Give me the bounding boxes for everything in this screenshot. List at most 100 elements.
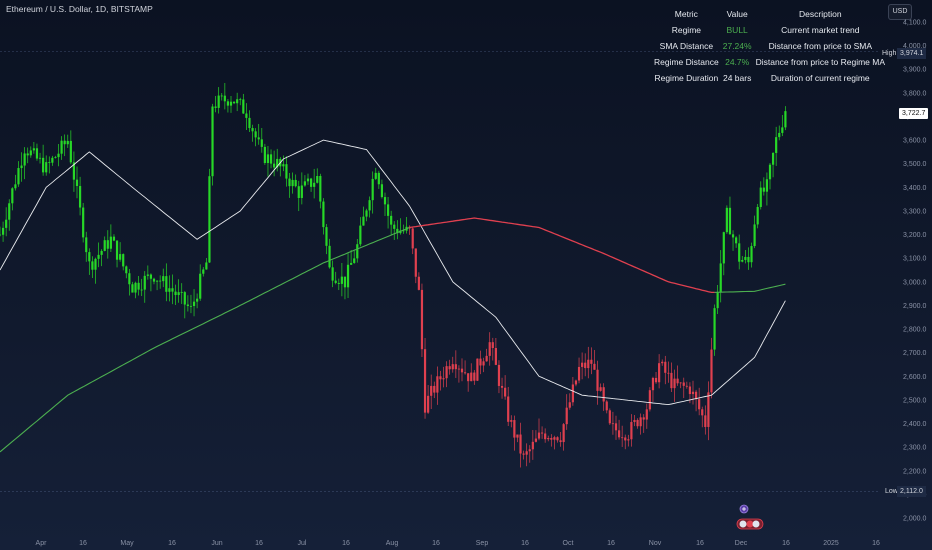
candle xyxy=(682,377,685,399)
candle xyxy=(608,408,611,425)
x-tick-label: Sep xyxy=(476,540,489,547)
candle xyxy=(550,434,553,447)
candle xyxy=(316,168,319,184)
candle xyxy=(202,267,205,277)
regime-ma-line-bear xyxy=(409,217,715,294)
candle xyxy=(38,152,42,164)
candle xyxy=(648,387,651,412)
candle xyxy=(565,394,568,430)
candle xyxy=(694,389,698,412)
candle xyxy=(658,354,661,389)
candle xyxy=(627,434,630,447)
candle xyxy=(242,93,245,114)
candle xyxy=(775,126,778,166)
candle xyxy=(100,249,103,267)
candle xyxy=(386,197,390,229)
candle xyxy=(636,418,639,429)
candle xyxy=(436,366,439,405)
candle xyxy=(423,338,427,419)
candle xyxy=(534,430,538,443)
y-tick-label: 3,200.0 xyxy=(903,232,926,239)
candle xyxy=(282,155,285,172)
table-row: SMA Distance 27.24% Distance from price … xyxy=(652,38,887,54)
candle xyxy=(337,278,340,291)
currency-button[interactable]: USD xyxy=(888,4,912,20)
description-cell: Distance from price to Regime MA xyxy=(755,57,886,67)
x-tick-label: 16 xyxy=(782,540,790,547)
candle xyxy=(199,264,202,301)
candle xyxy=(353,249,356,264)
header-value: Value xyxy=(726,9,748,19)
candle xyxy=(390,210,393,236)
candle xyxy=(143,271,146,303)
candle xyxy=(0,226,2,237)
candle xyxy=(781,114,784,137)
candle xyxy=(205,258,208,270)
x-tick-label: 16 xyxy=(432,540,440,547)
header-description: Description xyxy=(799,9,842,19)
y-tick-label: 2,400.0 xyxy=(903,421,926,428)
candle xyxy=(451,356,454,373)
y-tick-label: 3,300.0 xyxy=(903,208,926,215)
y-tick-label: 2,800.0 xyxy=(903,327,926,334)
candle xyxy=(91,256,94,279)
candle xyxy=(587,346,590,379)
candle xyxy=(174,284,177,305)
regime-metrics-table: Metric Value Description Regime BULL Cur… xyxy=(652,6,887,86)
candle xyxy=(417,272,420,291)
y-tick-label: 2,700.0 xyxy=(903,350,926,357)
y-tick-label: 3,400.0 xyxy=(903,185,926,192)
candle xyxy=(248,110,251,133)
candle xyxy=(599,383,602,392)
candle xyxy=(140,278,143,297)
candle xyxy=(470,363,473,382)
description-cell: Distance from price to SMA xyxy=(768,41,873,51)
candle xyxy=(380,179,384,199)
candle xyxy=(568,393,571,410)
candle xyxy=(245,103,248,130)
candle xyxy=(756,203,759,229)
candle xyxy=(547,435,550,442)
candle xyxy=(713,304,716,356)
candle xyxy=(251,124,254,142)
candle xyxy=(497,360,501,394)
candle xyxy=(125,265,128,279)
candle xyxy=(273,150,276,177)
candle xyxy=(633,414,636,427)
candle xyxy=(276,148,279,172)
candle xyxy=(624,434,627,450)
y-tick-label: 2,300.0 xyxy=(903,445,926,452)
candle xyxy=(42,144,45,176)
y-tick-label: 2,600.0 xyxy=(903,374,926,381)
event-flag-icons[interactable] xyxy=(736,504,766,534)
moving-averages xyxy=(0,139,786,453)
candle xyxy=(331,260,334,288)
candle xyxy=(479,350,482,375)
candle xyxy=(20,152,23,182)
last-price-badge: 3,722.7 xyxy=(899,108,929,119)
candle xyxy=(183,291,186,319)
candle xyxy=(673,369,676,402)
candle xyxy=(279,157,282,177)
candle xyxy=(66,134,69,148)
y-tick-label: 3,500.0 xyxy=(903,161,926,168)
candle xyxy=(611,411,615,435)
candle xyxy=(473,369,476,385)
y-tick-label: 2,900.0 xyxy=(903,303,926,310)
candle xyxy=(8,199,11,231)
candle xyxy=(448,359,451,375)
candles xyxy=(0,82,787,468)
candle xyxy=(220,93,223,101)
candle xyxy=(731,230,735,251)
regime-ma-line-bull-recent xyxy=(714,283,786,293)
candle xyxy=(540,426,544,439)
x-tick-label: May xyxy=(120,540,134,547)
candle xyxy=(374,167,377,181)
candle xyxy=(676,365,679,386)
candle xyxy=(593,349,596,370)
candle xyxy=(11,187,14,211)
candle xyxy=(306,173,310,185)
value-cell: 24 bars xyxy=(722,73,752,83)
x-tick-label: 2025 xyxy=(823,540,839,547)
